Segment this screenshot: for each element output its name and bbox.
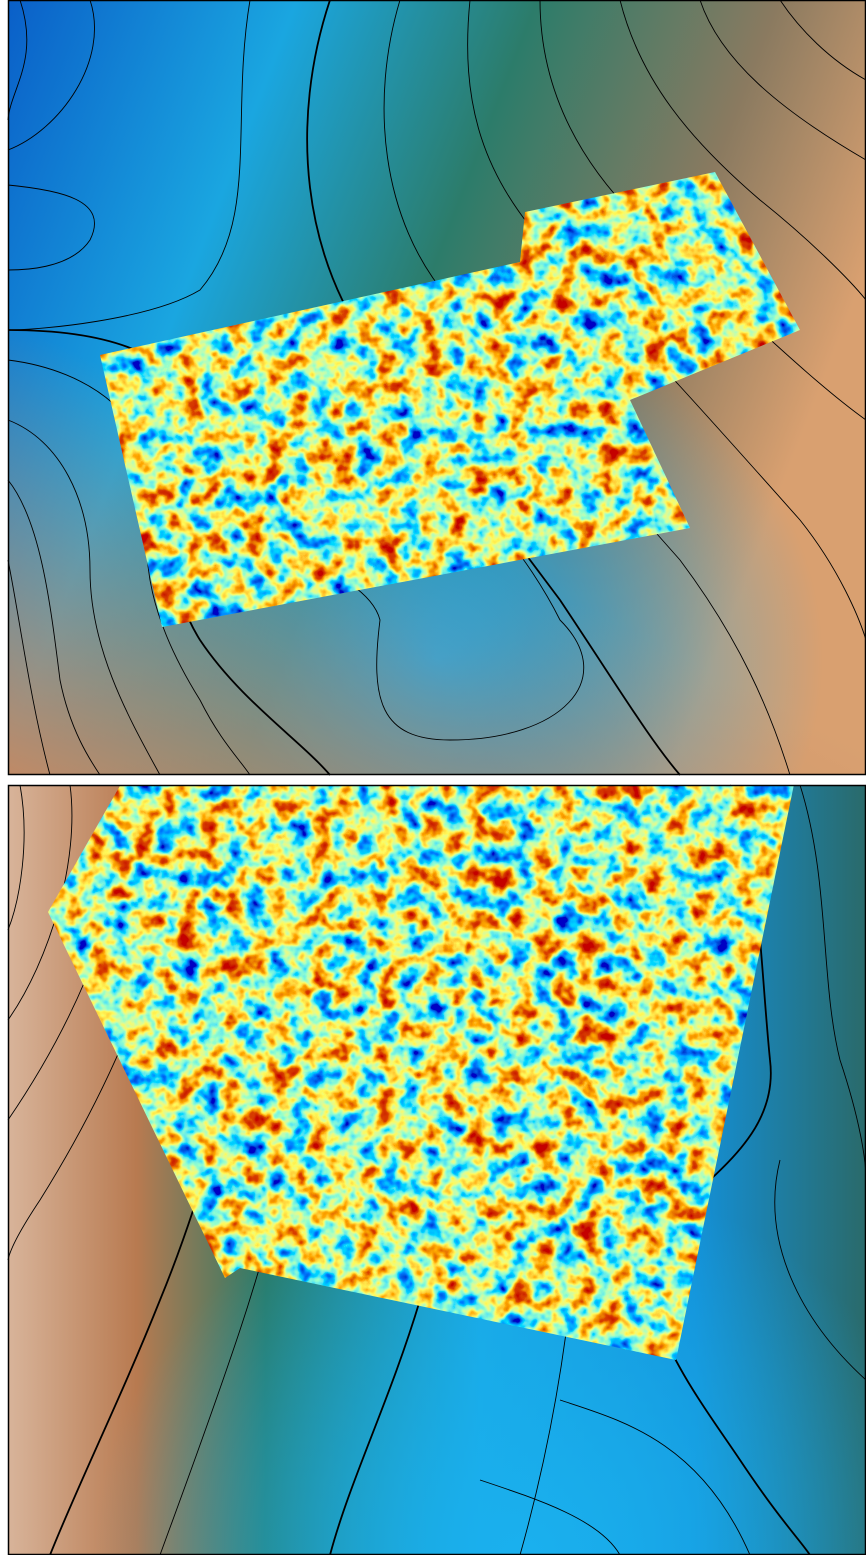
page xyxy=(0,0,866,1555)
terrain-figure xyxy=(0,0,866,1555)
bottom-view xyxy=(0,785,866,1555)
top-view xyxy=(0,0,866,775)
